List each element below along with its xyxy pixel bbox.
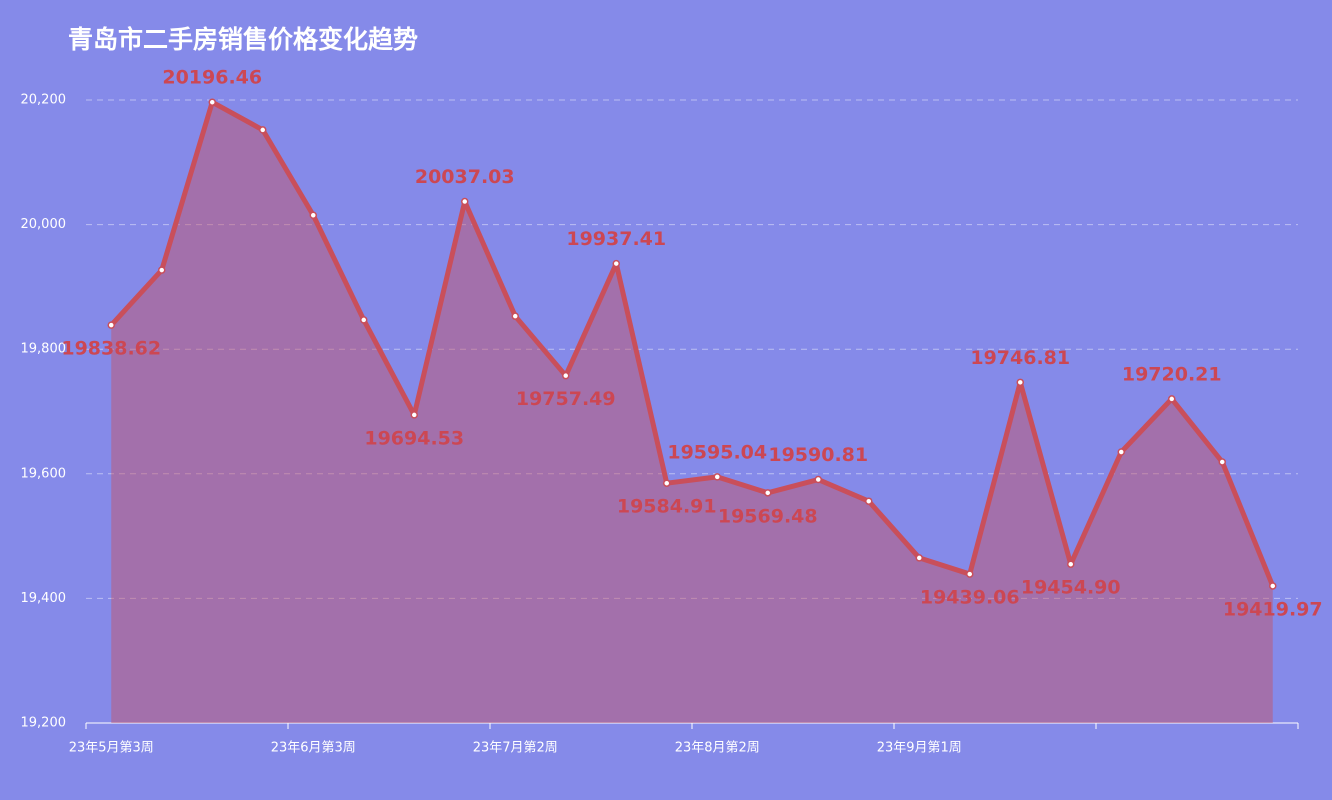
point	[259, 126, 267, 134]
data-label: 19454.90	[1021, 577, 1121, 599]
point	[764, 489, 772, 497]
x-tick-label: 23年5月第3周	[69, 741, 154, 756]
point	[915, 554, 923, 562]
y-tick-label: 19,200	[21, 716, 67, 731]
x-tick-label: 23年9月第1周	[877, 741, 962, 756]
point	[1269, 582, 1277, 590]
point	[1218, 458, 1226, 466]
data-label: 19937.41	[566, 228, 666, 250]
point	[208, 98, 216, 106]
chart-title: 青岛市二手房销售价格变化趋势	[68, 25, 418, 54]
data-label: 19838.62	[61, 338, 161, 360]
point	[158, 266, 166, 274]
x-tick-label: 23年8月第2周	[675, 741, 760, 756]
point	[966, 570, 974, 578]
point	[612, 259, 620, 268]
point	[107, 321, 115, 329]
data-label: 19419.97	[1223, 598, 1323, 620]
data-label: 20196.46	[162, 67, 262, 89]
data-label: 19595.04	[667, 441, 767, 463]
point	[562, 371, 570, 380]
y-tick-label: 19,600	[21, 466, 67, 481]
data-label: 19746.81	[970, 347, 1070, 369]
x-tick-label: 23年7月第2周	[473, 741, 558, 756]
data-label: 19757.49	[516, 388, 616, 410]
y-tick-label: 20,000	[21, 217, 67, 232]
data-label: 19720.21	[1122, 363, 1222, 385]
point	[713, 473, 721, 481]
point	[1168, 395, 1176, 403]
data-label: 19590.81	[768, 444, 868, 466]
y-tick-label: 19,800	[21, 342, 67, 357]
point	[814, 475, 822, 484]
point	[1117, 448, 1125, 456]
y-tick-label: 20,200	[21, 93, 67, 108]
x-tick-label: 23年6月第3周	[271, 741, 356, 756]
data-label: 20037.03	[415, 166, 515, 188]
point	[1067, 560, 1075, 568]
point	[309, 211, 317, 220]
data-label: 19584.91	[617, 496, 717, 518]
point	[511, 312, 519, 320]
data-label: 19569.48	[718, 505, 818, 527]
point	[360, 316, 368, 324]
point	[410, 411, 418, 419]
data-label: 19694.53	[364, 427, 464, 449]
point	[1016, 378, 1024, 387]
point	[461, 197, 469, 206]
point	[663, 479, 671, 487]
line	[109, 99, 1276, 587]
point	[865, 497, 873, 505]
data-label: 19439.06	[920, 587, 1020, 609]
area	[111, 102, 1273, 723]
y-tick-label: 19,400	[21, 591, 67, 606]
